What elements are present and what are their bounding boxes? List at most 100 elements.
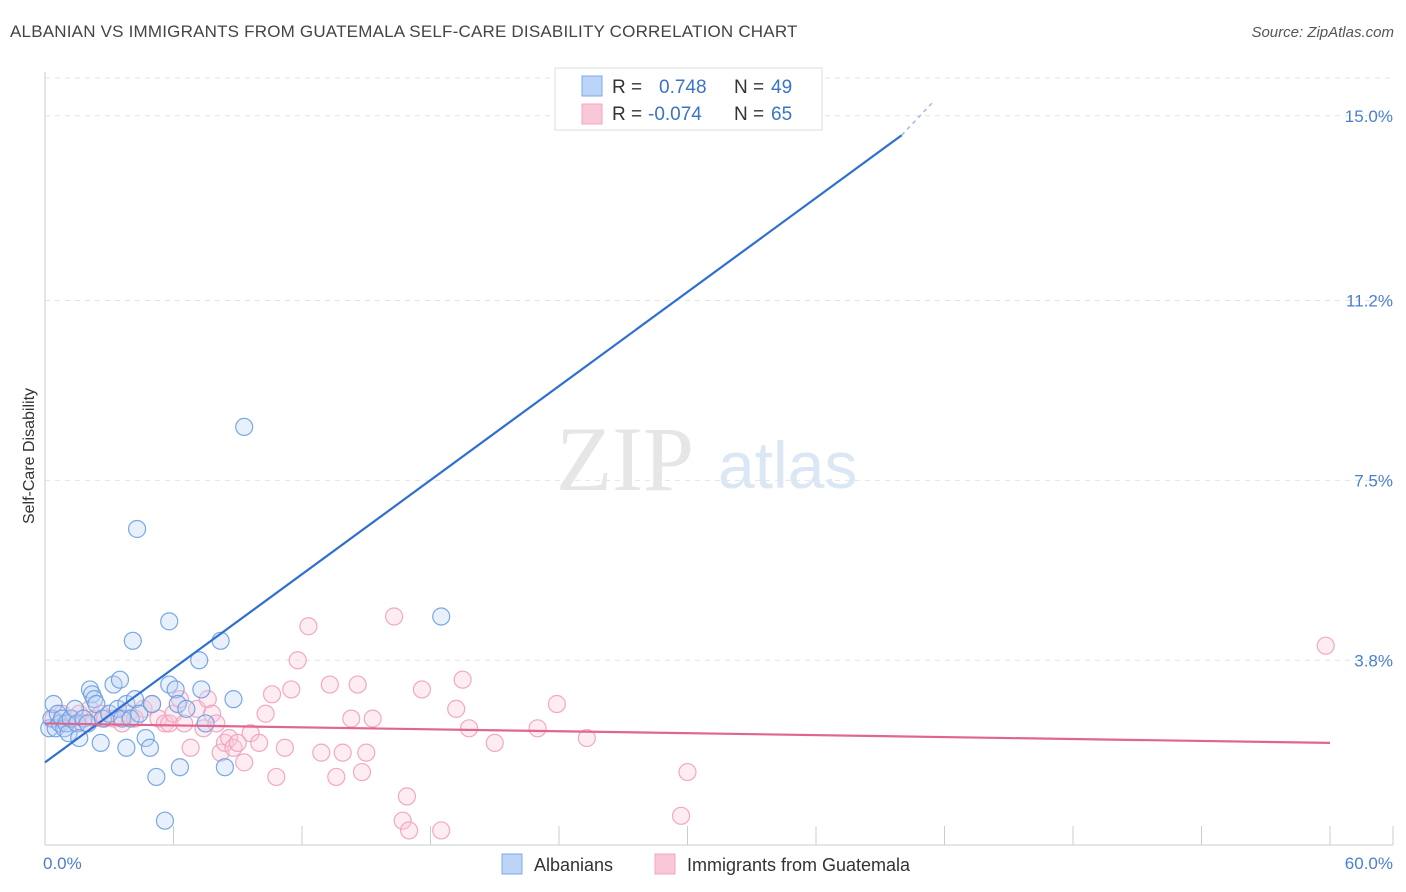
legend-n-label-guatemala: N = (734, 104, 764, 125)
data-point-albanians (130, 704, 149, 723)
data-point-guatemala (220, 728, 239, 748)
data-point-guatemala (342, 709, 361, 728)
data-point-albanians (125, 690, 145, 709)
data-point-albanians (224, 690, 243, 709)
data-point-guatemala (228, 733, 247, 753)
data-point-albanians (91, 733, 110, 753)
data-point-guatemala (275, 738, 294, 757)
y-tick-label: 7.5% (1354, 471, 1393, 490)
watermark-atlas: atlas (718, 428, 857, 502)
data-point-guatemala (459, 719, 479, 738)
legend-n-value-guatemala: 65 (771, 104, 792, 125)
data-point-albanians (155, 811, 175, 830)
data-point-guatemala (299, 617, 318, 636)
bottom-legend: Albanians Immigrants from Guatemala (501, 853, 911, 875)
data-point-guatemala (577, 728, 596, 748)
data-point-guatemala (327, 767, 346, 787)
data-point-guatemala (432, 821, 451, 840)
bottom-legend-swatch-albanians (501, 853, 523, 875)
data-point-albanians (127, 519, 147, 539)
chart-title: ALBANIAN VS IMMIGRANTS FROM GUATEMALA SE… (10, 22, 798, 41)
x-ticks (44, 826, 1394, 845)
data-point-guatemala (1316, 636, 1335, 655)
data-point-albanians (177, 699, 196, 718)
source-label: Source: ZipAtlas.com (1251, 24, 1394, 41)
y-tick-labels: 3.8% 7.5% 11.2% 15.0% (1345, 107, 1393, 671)
data-point-albanians (160, 612, 179, 631)
data-point-guatemala (175, 714, 194, 733)
data-point-guatemala (288, 651, 307, 670)
data-point-guatemala (485, 733, 504, 753)
data-point-guatemala (363, 709, 382, 728)
data-point-albanians (170, 758, 190, 777)
data-point-guatemala (333, 743, 352, 762)
bottom-legend-label-albanians: Albanians (534, 855, 613, 875)
bottom-legend-swatch-guatemala (654, 853, 676, 875)
correlation-legend: R = 0.748 N = 49 R = -0.074 N = 65 (554, 67, 823, 131)
data-point-albanians (192, 680, 211, 699)
data-point-guatemala (678, 762, 697, 782)
data-point-guatemala (397, 787, 417, 806)
gridlines (45, 77, 1393, 661)
legend-r-label-guatemala: R = (612, 104, 642, 125)
data-point-guatemala (357, 743, 376, 762)
data-point-albanians (121, 709, 140, 728)
legend-r-value-guatemala: -0.074 (648, 104, 702, 125)
series-albanians-points (40, 417, 451, 830)
data-point-guatemala (202, 704, 222, 723)
data-point-albanians (432, 607, 451, 626)
data-point-guatemala (282, 680, 301, 699)
data-point-guatemala (453, 670, 472, 689)
x-tick-label-max: 60.0% (1345, 854, 1393, 873)
y-tick-label: 11.2% (1346, 291, 1393, 310)
data-point-guatemala (181, 738, 200, 757)
series-guatemala-points (44, 607, 1335, 840)
trend-line-albanians-extension (901, 100, 935, 136)
data-point-guatemala (256, 704, 275, 723)
data-point-albanians (190, 651, 209, 670)
data-point-guatemala (671, 806, 691, 825)
data-point-albanians (136, 728, 155, 748)
legend-n-label-albanians: N = (734, 77, 764, 98)
data-point-albanians (44, 694, 63, 714)
data-point-albanians (110, 670, 130, 689)
data-point-guatemala (412, 680, 432, 699)
data-point-guatemala (262, 685, 282, 704)
data-point-guatemala (320, 675, 339, 694)
legend-swatch-guatemala (581, 103, 603, 125)
trend-line-guatemala (44, 722, 1331, 745)
data-point-guatemala (393, 811, 412, 830)
data-point-guatemala (207, 714, 226, 733)
data-point-albanians (168, 694, 187, 714)
data-point-guatemala (235, 753, 254, 772)
legend-r-value-albanians: 0.748 (659, 77, 707, 98)
data-point-guatemala (384, 607, 404, 626)
data-point-guatemala (267, 767, 286, 787)
data-point-guatemala (198, 690, 217, 709)
y-axis-label: Self-Care Disability (21, 388, 38, 524)
y-tick-label: 15.0% (1345, 107, 1393, 126)
data-point-guatemala (160, 714, 179, 733)
data-point-albanians (196, 714, 215, 733)
data-point-albanians (123, 631, 142, 650)
data-point-albanians (215, 758, 234, 777)
x-tick-label-min: 0.0% (43, 854, 82, 873)
legend-swatch-albanians (581, 75, 603, 97)
data-point-guatemala (352, 762, 372, 782)
legend-n-value-albanians: 49 (771, 77, 792, 98)
data-point-guatemala (547, 694, 566, 714)
watermark-zip: ZIP (556, 408, 694, 510)
legend-r-label-albanians: R = (612, 77, 642, 98)
data-point-albanians (235, 417, 254, 436)
data-point-guatemala (528, 719, 547, 738)
y-tick-label: 3.8% (1354, 651, 1393, 670)
data-point-guatemala (447, 699, 466, 718)
data-point-albanians (147, 767, 166, 787)
data-point-guatemala (312, 743, 331, 762)
trend-line-albanians (44, 134, 903, 764)
data-point-albanians (140, 738, 160, 757)
data-point-guatemala (399, 821, 419, 840)
bottom-legend-label-guatemala: Immigrants from Guatemala (687, 855, 911, 875)
data-point-guatemala (348, 675, 367, 694)
